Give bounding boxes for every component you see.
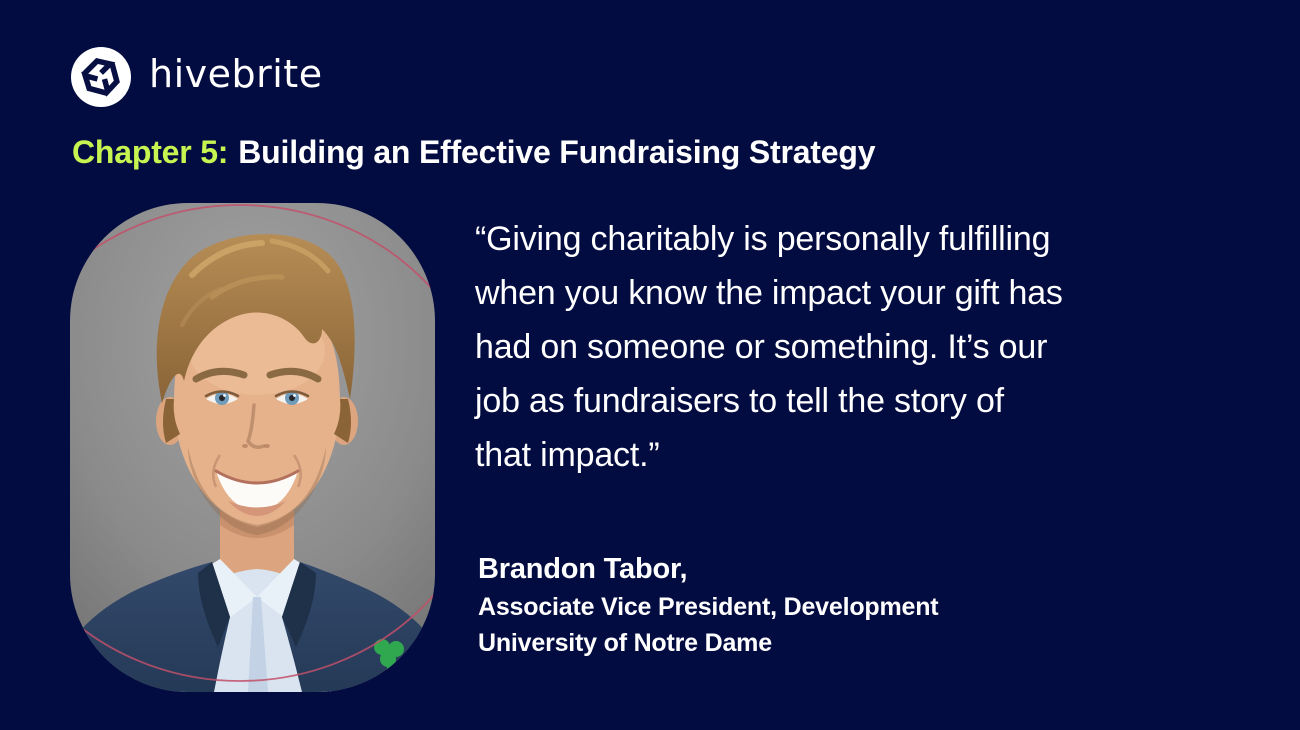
attribution-name: Brandon Tabor, — [478, 553, 688, 585]
attribution-organization: University of Notre Dame — [478, 629, 772, 657]
chapter-title: Building an Effective Fundraising Strate… — [238, 134, 876, 170]
quote-line: job as fundraisers to tell the story of — [475, 382, 1004, 420]
portrait-photo — [70, 203, 435, 692]
quote-line: that impact.” — [475, 436, 660, 474]
brand-header: hivebrite — [70, 46, 323, 108]
attribution-block: Brandon Tabor, Associate Vice President,… — [478, 549, 939, 661]
hivebrite-logo-icon — [71, 47, 131, 107]
portrait-illustration — [70, 203, 435, 692]
quote-text: “Giving charitably is personally fulfill… — [475, 212, 1255, 482]
attribution-title: Associate Vice President, Development — [478, 593, 939, 621]
quote-line: “Giving charitably is personally fulfill… — [475, 220, 1051, 258]
decorative-arc — [70, 204, 435, 682]
quote-line: had on someone or something. It’s our — [475, 328, 1048, 366]
chapter-label: Chapter 5: — [72, 134, 229, 170]
hivebrite-logo-text: hivebrite — [149, 52, 323, 96]
shamrock-pin-icon — [374, 639, 404, 675]
chapter-heading: Chapter 5: Building an Effective Fundrais… — [72, 134, 875, 171]
quote-line: when you know the impact your gift has — [475, 274, 1063, 312]
